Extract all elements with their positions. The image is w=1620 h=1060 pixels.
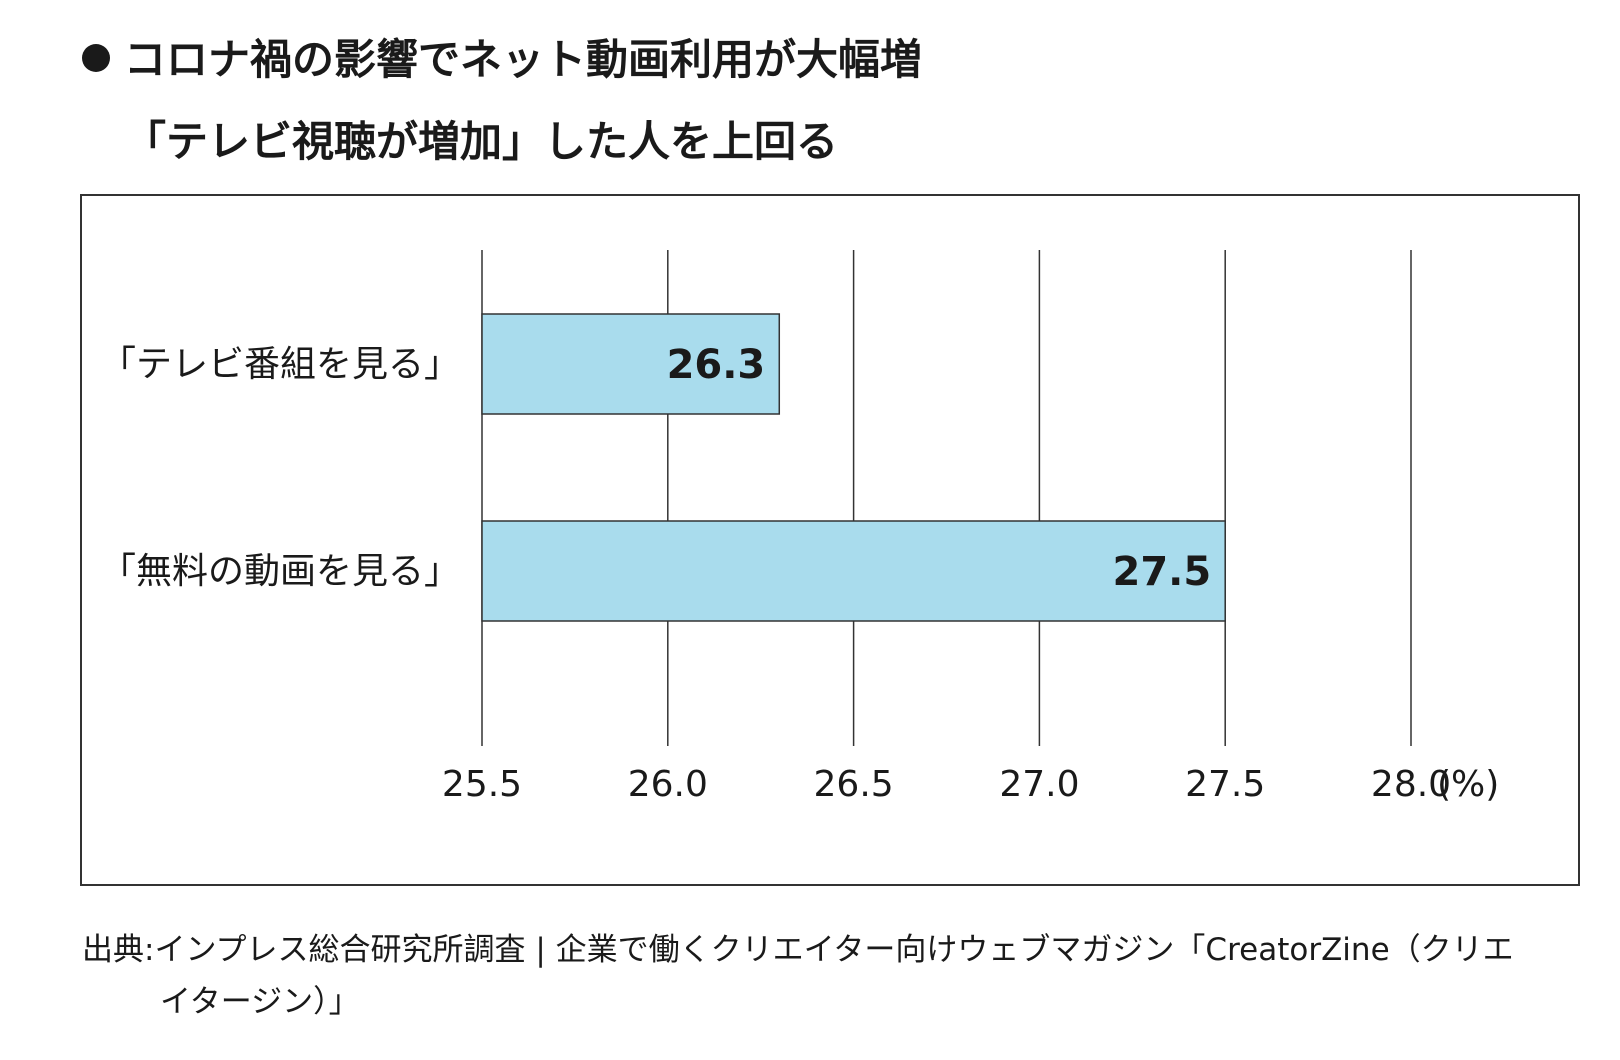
bullet-icon bbox=[82, 44, 110, 72]
source-note-cont: イタージン）」 bbox=[160, 984, 360, 1020]
x-tick-label-4: 27.5 bbox=[1185, 764, 1265, 805]
category-label-0: 「テレビ番組を見る」 bbox=[100, 344, 460, 385]
chart-frame: 25.5 26.0 26.5 27.0 27.5 28.0 (%) 26.3 「テレビ番組を見る… bbox=[80, 194, 1580, 886]
x-tick-label-5: 28.0 bbox=[1371, 764, 1451, 805]
x-unit-label: (%) bbox=[1437, 764, 1499, 805]
x-tick-label-0: 25.5 bbox=[442, 764, 522, 805]
data-label-1: 27.5 bbox=[1112, 549, 1211, 595]
x-tick-label-1: 26.0 bbox=[628, 764, 708, 805]
chart-title-text: コロナ禍の影響でネット動画利用が大幅増 bbox=[124, 35, 923, 84]
category-label-1: 「無料の動画を見る」 bbox=[100, 551, 460, 592]
x-tick-label-2: 26.5 bbox=[814, 764, 894, 805]
source-note: 出典:インプレス総合研究所調査 | 企業で働くクリエイター向けウェブマガジン「C… bbox=[82, 932, 1514, 968]
data-label-0: 26.3 bbox=[667, 342, 766, 388]
x-tick-label-3: 27.0 bbox=[999, 764, 1079, 805]
bar-1 bbox=[481, 520, 1226, 622]
chart-title-line-2: 「テレビ視聴が増加」した人を上回る bbox=[124, 117, 839, 166]
bar-chart: 25.5 26.0 26.5 27.0 27.5 28.0(%) 26.3 「テレビ番組を見る… bbox=[100, 250, 1499, 805]
chart-title-line-1: コロナ禍の影響でネット動画利用が大幅増 bbox=[82, 26, 922, 87]
bar-0 bbox=[481, 313, 781, 415]
